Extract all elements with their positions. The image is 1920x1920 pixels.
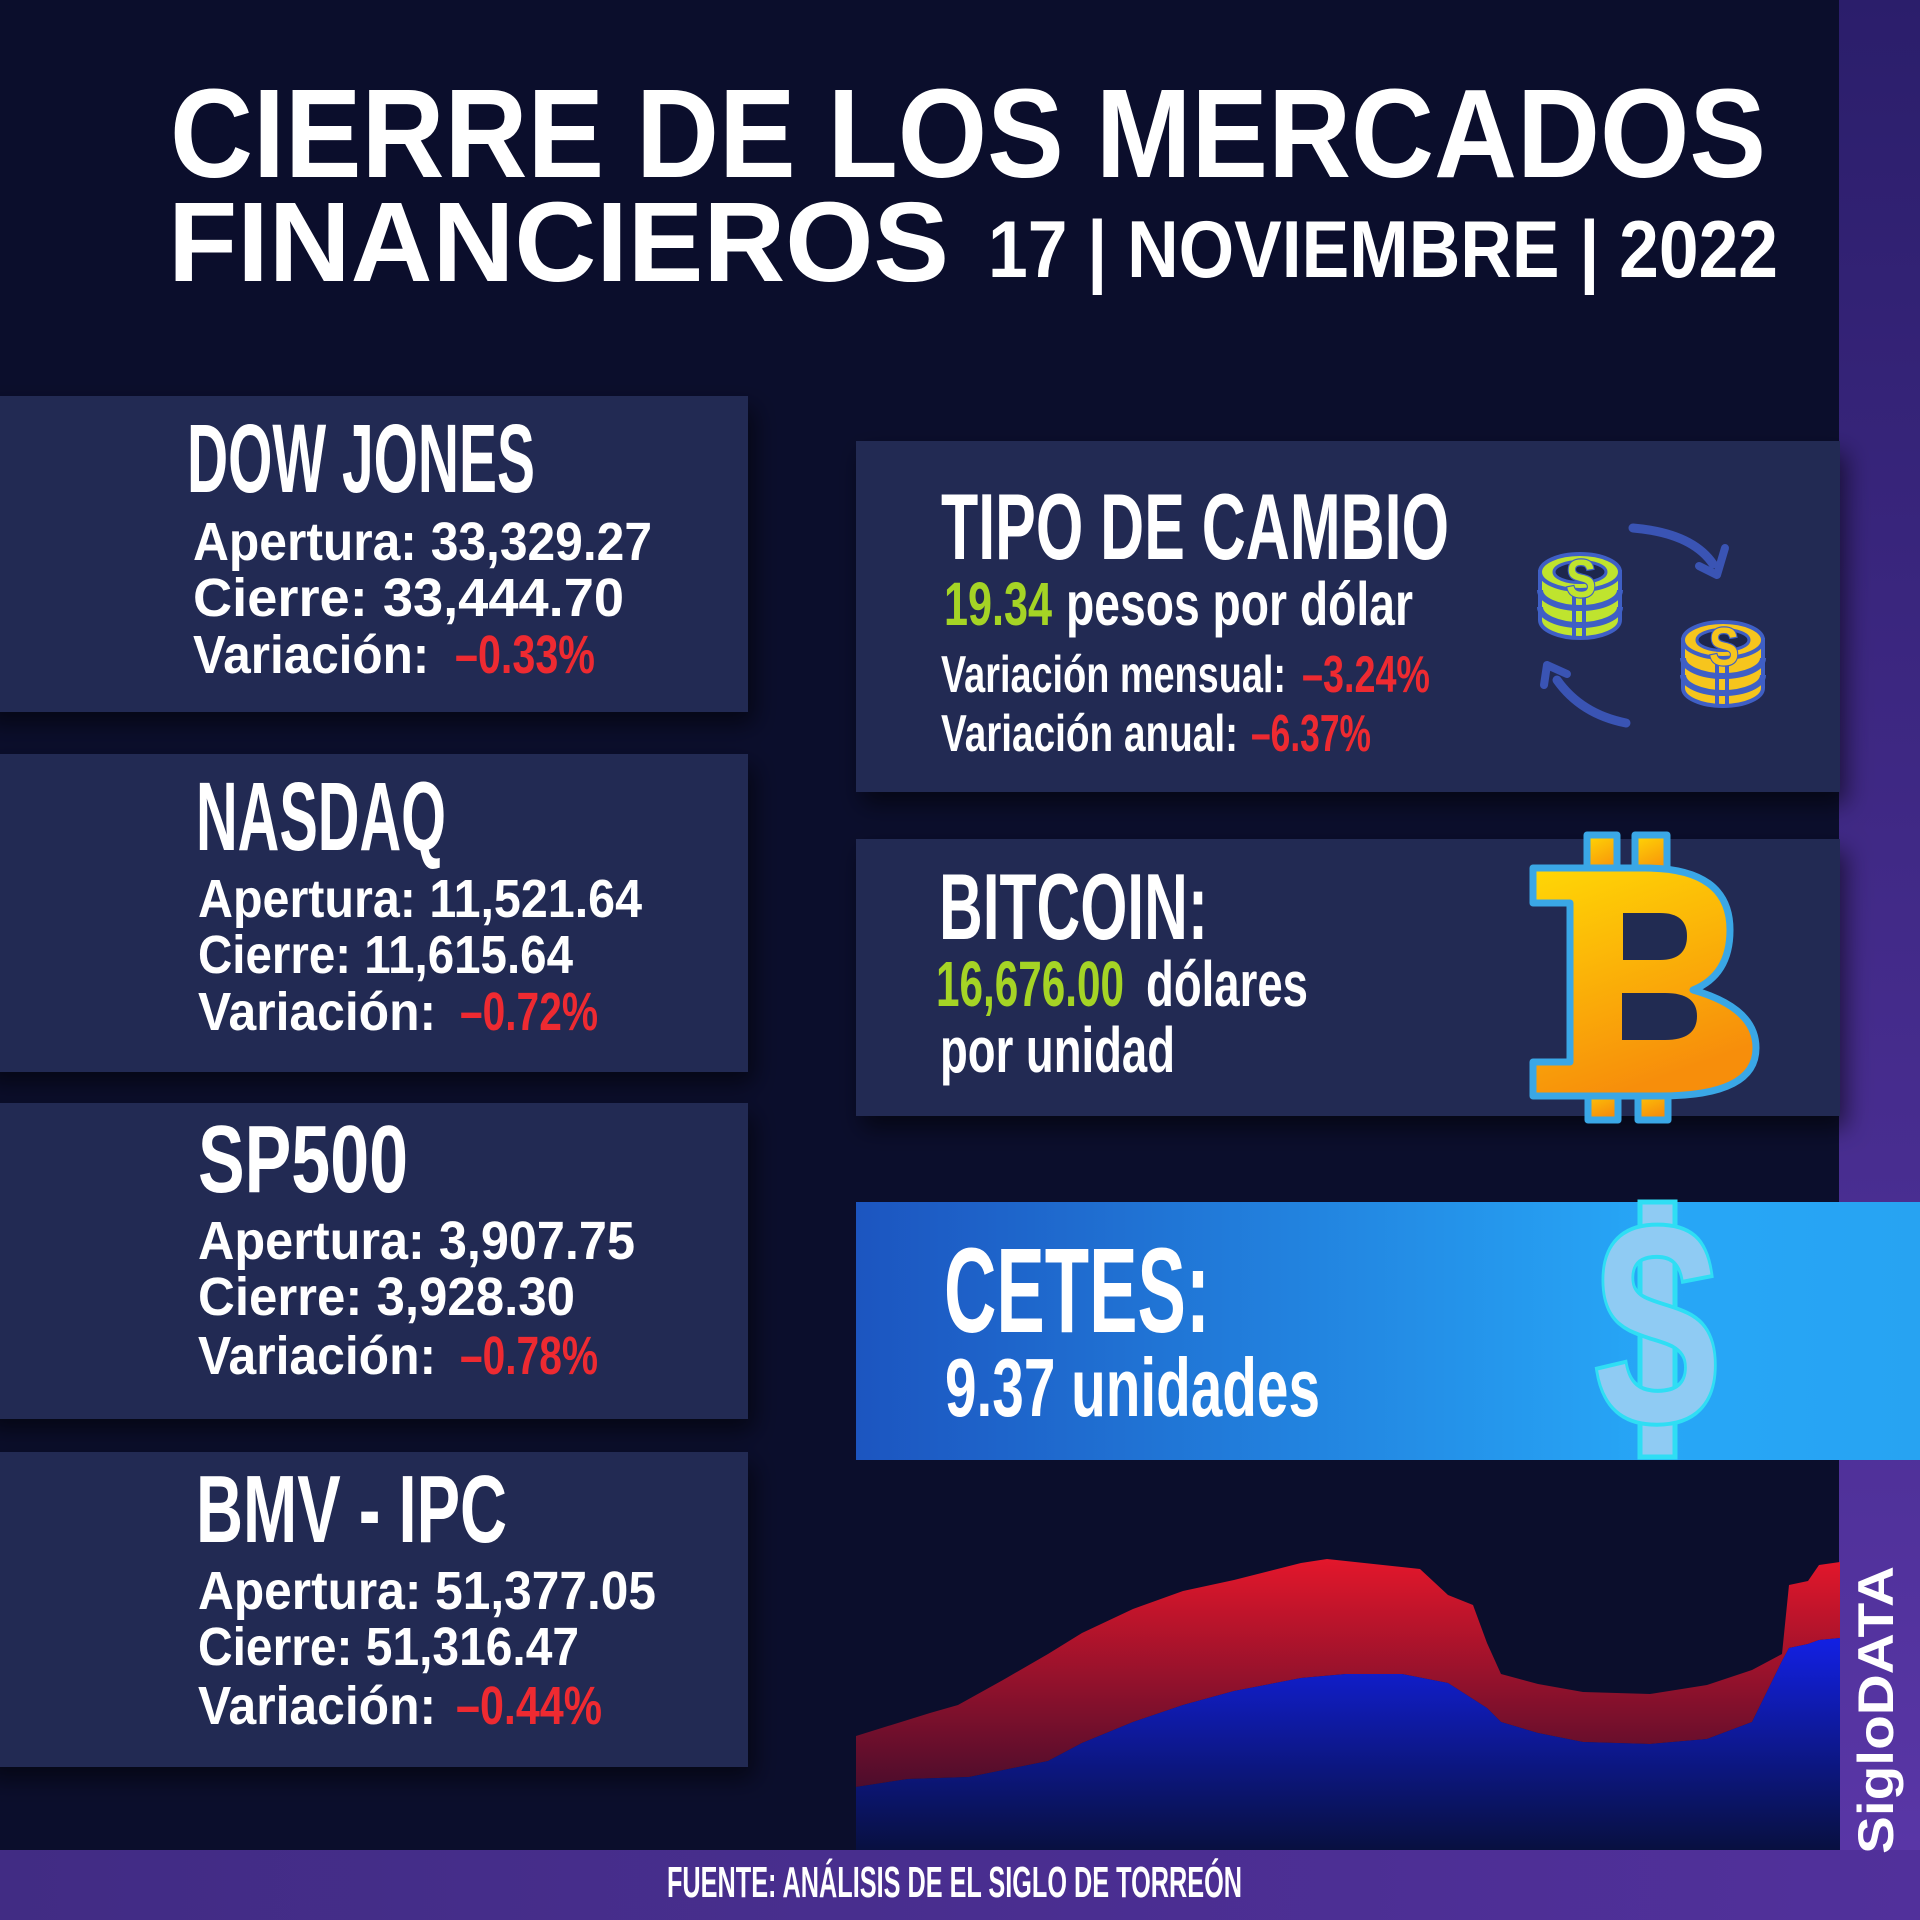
svg-text:Variación: –0.33%: Variación: –0.33% xyxy=(193,625,595,685)
svg-text:Apertura: 11,521.64: Apertura: 11,521.64 xyxy=(198,869,642,929)
svg-text:BMV - IPC: BMV - IPC xyxy=(196,1456,507,1563)
svg-text:SigloDATA: SigloDATA xyxy=(1848,1566,1904,1854)
svg-text:Apertura: 3,907.75: Apertura: 3,907.75 xyxy=(198,1211,635,1271)
svg-text:CIERRE DE LOS MERCADOS: CIERRE DE LOS MERCADOS xyxy=(170,63,1766,204)
svg-text:Variación: –0.44%: Variación: –0.44% xyxy=(198,1676,602,1736)
svg-text:Cierre: 33,444.70: Cierre: 33,444.70 xyxy=(193,568,624,628)
svg-text:9.37 unidades: 9.37 unidades xyxy=(945,1341,1320,1434)
svg-text:BITCOIN:: BITCOIN: xyxy=(939,854,1208,959)
svg-text:Cierre: 11,615.64: Cierre: 11,615.64 xyxy=(198,925,573,985)
svg-text:FINANCIEROS: FINANCIEROS xyxy=(168,179,949,305)
svg-text:Variación anual:–6.37%: Variación anual: –6.37% xyxy=(941,705,1371,763)
svg-text:TIPO DE CAMBIO: TIPO DE CAMBIO xyxy=(941,474,1449,579)
svg-text:DOW JONES: DOW JONES xyxy=(187,404,535,513)
svg-text:S: S xyxy=(1593,1169,1722,1479)
svg-text:Cierre: 51,316.47: Cierre: 51,316.47 xyxy=(198,1617,579,1677)
svg-text:Variación: –0.78%: Variación: –0.78% xyxy=(198,1326,598,1386)
svg-text:FUENTE: ANÁLISIS DE EL SIGLO D: FUENTE: ANÁLISIS DE EL SIGLO DE TORREÓN xyxy=(667,1857,1242,1907)
svg-text:Cierre: 3,928.30: Cierre: 3,928.30 xyxy=(198,1267,575,1327)
svg-text:por unidad: por unidad xyxy=(940,1014,1175,1086)
svg-text:Variación mensual:–3.24%: Variación mensual: –3.24% xyxy=(941,646,1430,704)
svg-text:Variación: –0.72%: Variación: –0.72% xyxy=(198,982,598,1042)
svg-text:NASDAQ: NASDAQ xyxy=(196,762,446,871)
svg-text:SP500: SP500 xyxy=(198,1106,408,1213)
svg-text:CETES:: CETES: xyxy=(944,1222,1210,1358)
svg-text:17 | NOVIEMBRE | 2022: 17 | NOVIEMBRE | 2022 xyxy=(988,205,1778,296)
svg-text:Apertura: 51,377.05: Apertura: 51,377.05 xyxy=(198,1561,656,1621)
svg-text:Apertura: 33,329.27: Apertura: 33,329.27 xyxy=(193,512,652,572)
